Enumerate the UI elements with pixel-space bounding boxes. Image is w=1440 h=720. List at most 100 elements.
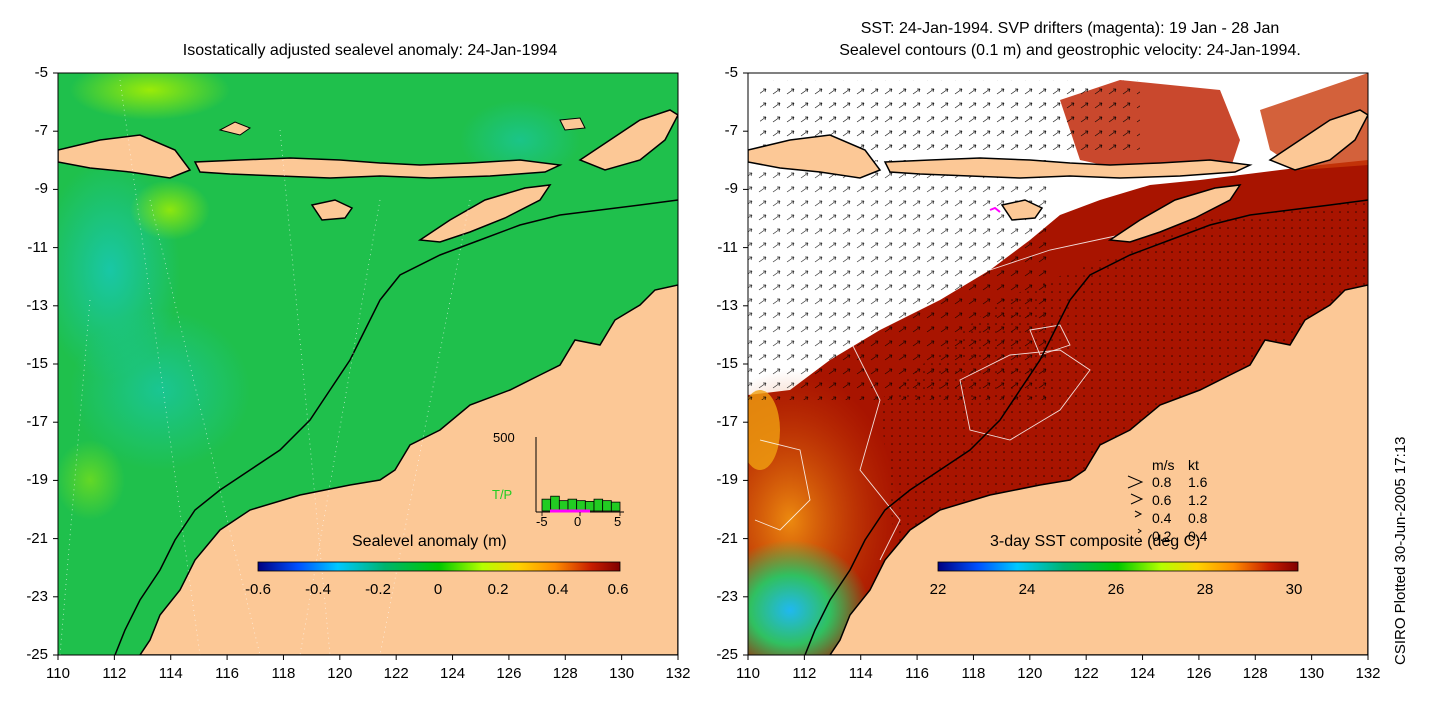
right-lon-tick-126: 126 [1186, 665, 1212, 682]
inset-bar [593, 498, 604, 512]
right-sumba-island [1000, 199, 1044, 221]
inset-x-tick: 5 [614, 514, 622, 529]
right-lon-tick-110: 110 [736, 665, 760, 682]
right-lon-tick-112: 112 [792, 665, 817, 682]
left-lon-tick-132: 132 [665, 665, 691, 682]
inset-bar [567, 498, 578, 512]
left-lon-tick-114: 114 [158, 665, 183, 682]
velocity-legend-header-ms: m/s [1152, 457, 1175, 473]
velocity-legend-ms: 0.8 [1152, 474, 1172, 490]
left-colorbar-tick: -0.4 [305, 581, 331, 598]
left-timor-island [417, 184, 552, 243]
left-lon-tick-124: 124 [440, 665, 466, 682]
left-colorbar-label: Sealevel anomaly (m) [352, 533, 507, 550]
velocity-legend-header-kt: kt [1188, 457, 1199, 473]
velocity-legend-kt: 0.8 [1188, 510, 1208, 526]
right-lon-tick-122: 122 [1073, 665, 1099, 682]
right-lat-tick--17: -17 [716, 413, 738, 431]
inset-bar [610, 501, 621, 512]
velocity-legend-ms: 0.2 [1152, 528, 1172, 544]
left-colorbar [257, 561, 621, 572]
velocity-legend-ms: 0.6 [1152, 492, 1172, 508]
right-colorbar-tick: 30 [1285, 581, 1303, 598]
left-colorbar-tick: -0.6 [245, 581, 271, 598]
velocity-legend-kt: 1.2 [1188, 492, 1208, 508]
velocity-legend-kt: 1.6 [1188, 474, 1208, 490]
left-colorbar-tick: -0.2 [365, 581, 391, 598]
right-lon-tick-114: 114 [848, 665, 873, 682]
right-lesser-sunda-islands [883, 157, 1253, 179]
right-lat-tick--5: -5 [724, 64, 738, 81]
tp-inset-chart [535, 437, 624, 516]
velocity-legend-arrows [1127, 475, 1144, 534]
left-colorbar-tick: 0.6 [607, 581, 629, 598]
velocity-legend-ms: 0.4 [1152, 510, 1172, 526]
inset-bar [541, 498, 552, 512]
left-map-title: Isostatically adjusted sealevel anomaly:… [182, 42, 558, 59]
right-lat-tick--19: -19 [716, 471, 738, 489]
left-lat-tick--21: -21 [26, 529, 48, 547]
right-lon-tick-124: 124 [1130, 665, 1156, 682]
svp-drifter-track [989, 206, 1001, 213]
left-lon-tick-130: 130 [609, 665, 635, 682]
right-colorbar-tick: 22 [929, 581, 947, 598]
right-map-title-line1: SST: 24-Jan-1994. SVP drifters (magenta)… [860, 20, 1280, 37]
left-lat-tick--11: -11 [27, 238, 48, 256]
inset-bar [558, 500, 569, 512]
left-colorbar-tick: 0 [433, 581, 443, 598]
left-lon-tick-118: 118 [271, 665, 296, 682]
left-lon-tick-110: 110 [46, 665, 70, 682]
left-lat-tick--17: -17 [26, 413, 48, 431]
inset-ymax-label: 500 [493, 430, 515, 445]
right-lon-tick-128: 128 [1242, 665, 1268, 682]
right-lon-tick-116: 116 [905, 665, 930, 682]
left-sumba-island [310, 199, 354, 221]
left-colorbar-tick: 0.4 [547, 581, 569, 598]
right-colorbar-tick: 28 [1196, 581, 1214, 598]
right-colorbar [937, 561, 1299, 572]
left-map [58, 73, 678, 655]
right-lat-tick--21: -21 [716, 529, 738, 547]
right-lon-tick-120: 120 [1017, 665, 1043, 682]
right-lat-tick--9: -9 [724, 180, 738, 198]
left-lon-tick-128: 128 [552, 665, 578, 682]
right-timor-island [1107, 184, 1242, 243]
right-lat-tick--23: -23 [716, 587, 738, 605]
inset-bar [550, 495, 560, 512]
left-lat-tick--9: -9 [34, 180, 48, 198]
left-lesser-sunda-islands [193, 157, 563, 179]
right-colorbar-tick: 26 [1107, 581, 1125, 598]
inset-series-label: T/P [492, 487, 513, 502]
left-lat-tick--25: -25 [26, 646, 48, 663]
right-lon-tick-130: 130 [1299, 665, 1325, 682]
left-lon-tick-122: 122 [383, 665, 409, 682]
csiro-credit: CSIRO Plotted 30-Jun-2005 17:13 [1392, 436, 1409, 665]
left-lat-tick--15: -15 [26, 355, 48, 372]
inset-bar [602, 500, 612, 512]
right-lon-tick-132: 132 [1355, 665, 1381, 682]
left-java-island [58, 134, 192, 179]
inset-x-tick: -5 [536, 514, 548, 529]
right-map-title-line2: Sealevel contours (0.1 m) and geostrophi… [839, 42, 1301, 59]
left-lon-tick-116: 116 [215, 665, 240, 682]
right-lat-tick--11: -11 [717, 238, 738, 256]
left-lat-tick--23: -23 [26, 587, 48, 605]
right-colorbar-label: 3-day SST composite (deg C) [990, 533, 1201, 550]
left-lat-tick--5: -5 [34, 64, 48, 81]
right-lat-tick--13: -13 [716, 296, 738, 314]
left-colorbar-tick: 0.2 [487, 581, 509, 598]
inset-bar [576, 500, 586, 512]
right-java-island [748, 134, 882, 179]
right-lat-tick--15: -15 [716, 355, 738, 372]
left-lon-tick-120: 120 [327, 665, 353, 682]
left-lon-tick-126: 126 [496, 665, 522, 682]
right-lon-tick-118: 118 [961, 665, 986, 682]
right-colorbar-tick: 24 [1018, 581, 1036, 598]
left-lat-tick--13: -13 [26, 296, 48, 314]
left-lat-tick--7: -7 [34, 122, 48, 140]
inset-x-tick: 0 [574, 514, 582, 529]
left-lon-tick-112: 112 [102, 665, 127, 682]
velocity-legend-kt: 0.4 [1188, 528, 1208, 544]
left-lat-tick--19: -19 [26, 471, 48, 489]
